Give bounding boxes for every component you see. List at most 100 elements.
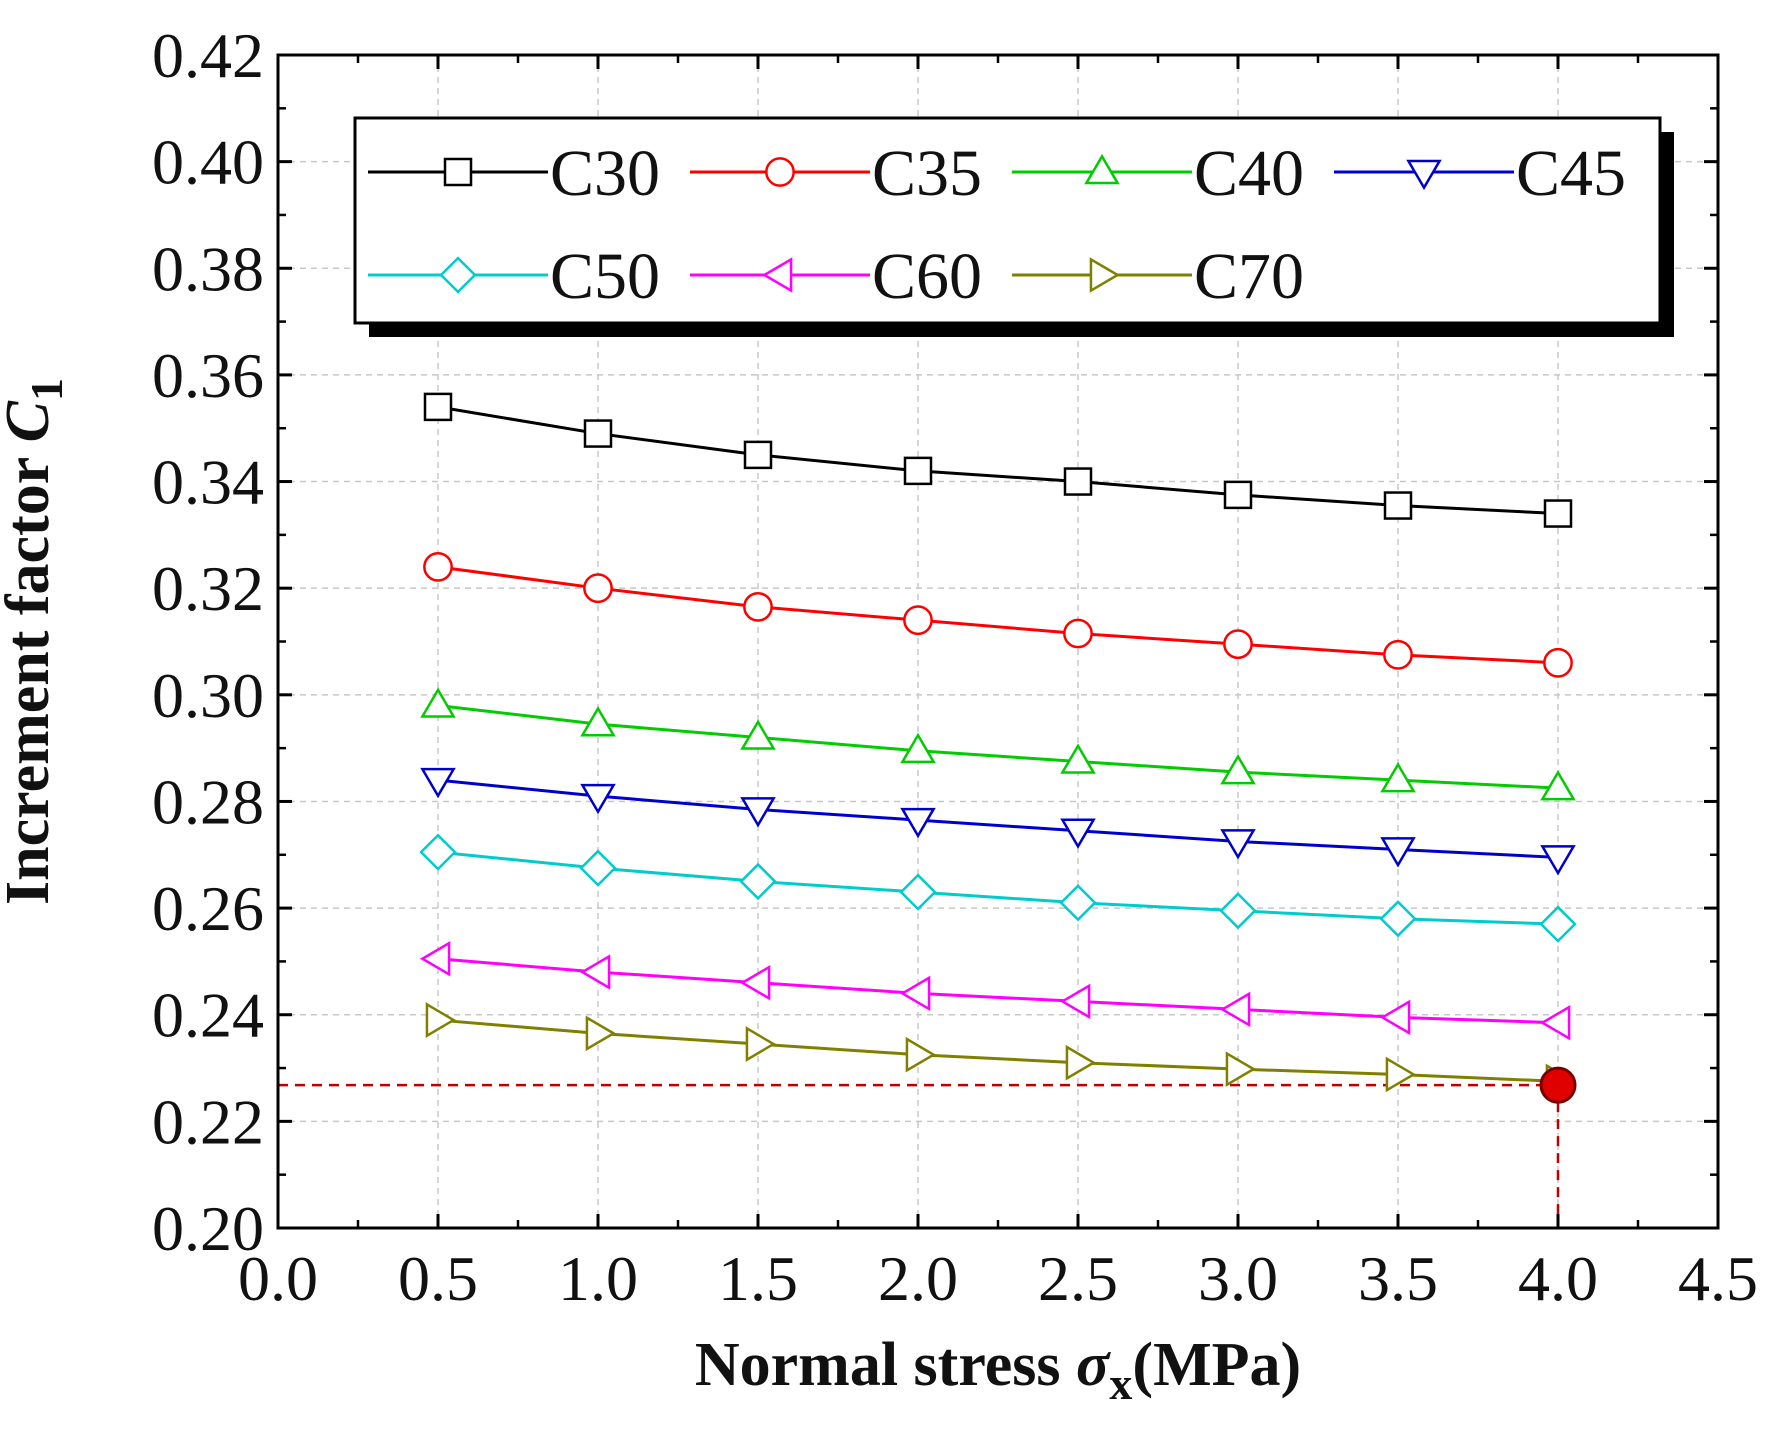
data-point-C35	[1543, 647, 1573, 678]
x-axis-title-unit: (MPa)	[1132, 1331, 1301, 1399]
data-point-C40	[900, 732, 936, 764]
y-tick-label: 0.40	[152, 127, 264, 198]
data-point-C30	[1383, 491, 1413, 520]
data-point-C40	[1060, 743, 1096, 774]
legend-item-C60: C60	[690, 240, 982, 313]
series-line-C35	[437, 565, 1559, 665]
data-point-C50	[739, 862, 777, 901]
x-tick-label: 2.5	[1038, 1243, 1118, 1314]
data-point-C70	[745, 1026, 777, 1062]
y-axis-title-subscript: 1	[21, 378, 72, 401]
y-tick-label: 0.34	[152, 447, 264, 518]
legend-item-C40: C40	[1012, 137, 1304, 210]
legend-item-C45: C45	[1334, 137, 1626, 210]
data-point-C50	[899, 873, 937, 911]
data-point-C70	[1385, 1056, 1417, 1093]
data-point-C30	[583, 419, 613, 448]
data-point-C50	[1379, 900, 1417, 938]
data-point-C40	[1220, 754, 1256, 785]
data-point-C40	[1380, 762, 1416, 793]
y-axis-title: Increment factor C1	[0, 378, 72, 905]
x-axis-title-subscript: x	[1109, 1358, 1132, 1409]
data-point-C30	[1543, 499, 1573, 528]
data-point-C60	[419, 940, 451, 977]
legend-marker	[439, 256, 477, 294]
data-point-C30	[743, 440, 773, 470]
legend-label: C45	[1516, 137, 1626, 210]
data-point-C30	[903, 456, 933, 486]
legend-item-C30: C30	[368, 137, 660, 210]
data-point-C35	[743, 591, 773, 622]
y-tick-label: 0.24	[152, 980, 264, 1051]
x-tick-label: 0.5	[398, 1243, 478, 1314]
highlight-guides	[278, 1083, 1560, 1228]
y-tick-label: 0.28	[152, 766, 264, 837]
legend-label: C40	[1194, 137, 1304, 210]
data-point-C70	[585, 1015, 617, 1052]
data-point-C70	[1225, 1051, 1257, 1087]
data-point-C40	[1540, 770, 1576, 801]
y-axis-title-text: Increment factor	[0, 442, 62, 905]
data-point-C45	[1060, 818, 1096, 849]
legend-label: C30	[550, 137, 660, 210]
x-tick-label: 2.0	[878, 1243, 958, 1314]
legend-marker	[765, 157, 795, 187]
data-point-C45	[580, 783, 616, 815]
series-line-C40	[437, 703, 1559, 790]
legend-marker	[1084, 153, 1120, 185]
y-tick-label: 0.30	[152, 660, 264, 731]
legend-marker	[1089, 257, 1121, 293]
data-point-C50	[419, 833, 457, 871]
data-point-C45	[1380, 837, 1416, 868]
series-line-C50	[437, 850, 1559, 926]
series-C45	[420, 767, 1576, 876]
legend-marker	[761, 257, 793, 293]
series-C40	[420, 687, 1576, 801]
data-point-C45	[740, 797, 776, 828]
series-C70	[425, 1002, 1577, 1100]
x-axis-title-symbol: σ	[1076, 1331, 1111, 1399]
data-point-C30	[1223, 480, 1253, 510]
y-tick-label: 0.36	[152, 340, 264, 411]
data-point-C30	[1063, 467, 1093, 496]
data-point-C40	[580, 706, 616, 737]
data-point-C60	[1059, 983, 1091, 1020]
x-tick-label: 0.0	[238, 1243, 318, 1314]
x-tick-label: 1.0	[558, 1243, 638, 1314]
data-point-C35	[423, 551, 453, 582]
data-point-C45	[1540, 845, 1576, 876]
x-tick-label: 3.5	[1358, 1243, 1438, 1314]
y-tick-label: 0.38	[152, 233, 264, 304]
data-point-C35	[1063, 618, 1093, 649]
series-line-C70	[437, 1018, 1559, 1083]
data-point-C60	[579, 954, 611, 990]
y-tick-label: 0.26	[152, 873, 264, 944]
series-line-C45	[437, 778, 1559, 859]
legend-marker	[443, 157, 473, 187]
data-point-C30	[423, 392, 453, 422]
series-line-C30	[437, 405, 1559, 516]
legend-item-C50: C50	[368, 240, 660, 313]
legend-label: C50	[550, 240, 660, 313]
legend-marker	[1406, 159, 1442, 191]
data-point-C50	[579, 849, 617, 887]
data-point-C45	[900, 807, 936, 839]
x-tick-label: 4.0	[1518, 1243, 1598, 1314]
legend-item-C70: C70	[1012, 240, 1304, 313]
legend-label: C60	[872, 240, 982, 313]
data-point-C60	[1539, 1004, 1571, 1041]
legend-label: C70	[1194, 240, 1304, 313]
y-tick-label: 0.22	[152, 1086, 264, 1157]
series-C35	[423, 551, 1573, 678]
y-tick-label: 0.32	[152, 553, 264, 624]
legend-label: C35	[872, 137, 982, 210]
data-point-C70	[1065, 1044, 1097, 1081]
data-point-C45	[420, 767, 456, 799]
data-point-C35	[583, 573, 613, 604]
x-axis-title-text: Normal stress	[695, 1331, 1076, 1399]
data-point-C70	[425, 1002, 457, 1038]
data-point-C35	[1383, 639, 1413, 670]
ticks: 0.0 0.5 1.0 1.5 2.0 2.5 3.0 3.5 4.0 4.5 0.20 0.22 0.…	[152, 20, 1758, 1314]
data-point-C60	[899, 975, 931, 1012]
